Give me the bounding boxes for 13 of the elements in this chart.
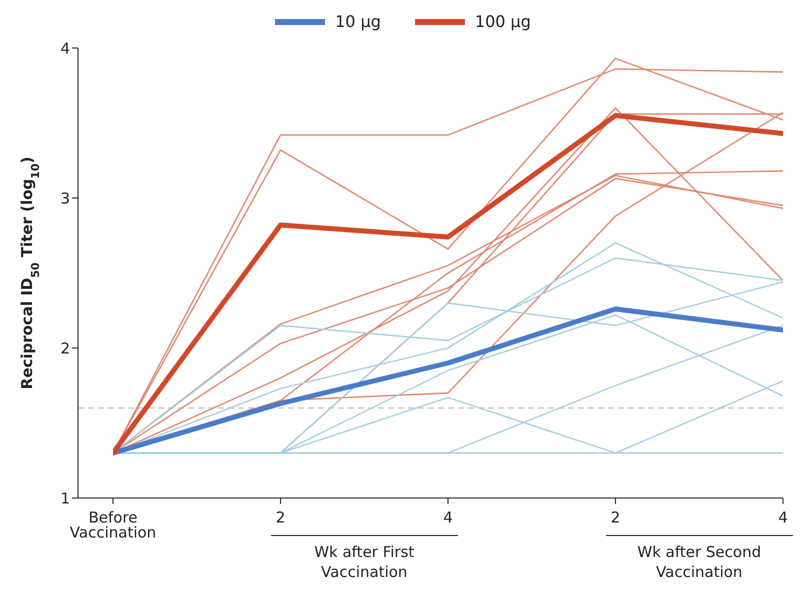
y-tick-label: 4 <box>60 39 70 58</box>
y-tick-label: 2 <box>60 339 70 358</box>
text: Wk after Second Vaccination <box>606 535 793 582</box>
text: Wk after First Vaccination <box>270 535 458 582</box>
x-tick-label: 4 <box>443 508 453 527</box>
legend-label: 100 μg <box>474 12 531 31</box>
x-tick-label: Before Vaccination <box>70 508 156 542</box>
x-tick-label: 4 <box>778 508 788 527</box>
legend-label: 10 μg <box>335 12 381 31</box>
x-tick-label: 2 <box>610 508 620 527</box>
y-tick-label: 1 <box>60 489 70 508</box>
y-tick-label: 3 <box>60 189 70 208</box>
x-tick-label: 2 <box>276 508 286 527</box>
